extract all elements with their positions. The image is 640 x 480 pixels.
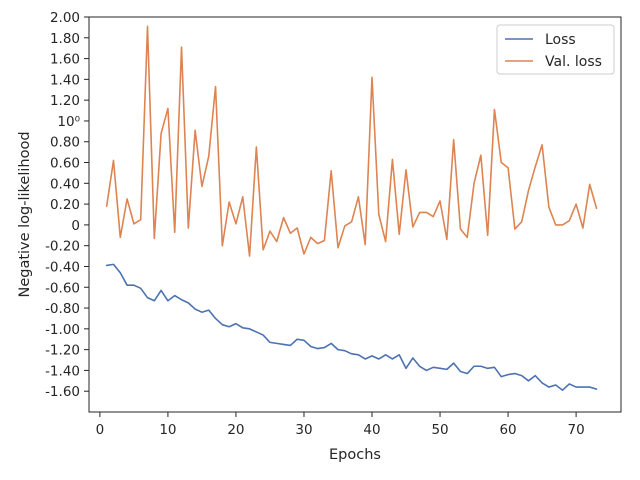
y-tick-label: 0.80 [50, 135, 80, 151]
y-tick-label: 1.20 [50, 93, 80, 109]
y-tick-label: 0.40 [50, 176, 80, 192]
x-tick-label: 30 [295, 422, 312, 438]
x-tick-label: 10 [159, 422, 176, 438]
x-tick-label: 40 [363, 422, 380, 438]
y-tick-label: -0.60 [45, 280, 80, 296]
y-tick-label: -0.20 [45, 239, 80, 255]
y-tick-label: 10⁰ [57, 114, 80, 130]
y-tick-label: -1.00 [45, 322, 80, 338]
y-tick-label: 1.40 [50, 72, 80, 88]
y-tick-label: 1.80 [50, 31, 80, 47]
x-axis-ticks: 0 10 20 30 40 50 60 70 [96, 412, 585, 438]
y-tick-label: -1.40 [45, 363, 80, 379]
y-tick-label: -1.60 [45, 384, 80, 400]
plot-lines [105, 25, 598, 391]
y-tick-label: -0.40 [45, 259, 80, 275]
y-tick-label: 2.00 [50, 10, 80, 26]
y-axis-ticks: 2.00 1.80 1.60 1.40 1.20 10⁰ 0.80 0.60 0.40 0.20 0… [45, 10, 89, 400]
y-tick-label: 0.60 [50, 156, 80, 172]
x-axis-label: Epochs [329, 447, 381, 463]
legend-label-loss: Loss [545, 32, 576, 48]
x-tick-label: 20 [227, 422, 244, 438]
y-tick-label: -1.20 [45, 343, 80, 359]
x-tick-label: 50 [431, 422, 448, 438]
y-axis-label: Negative log-likelihood [17, 131, 33, 297]
series-line-loss [105, 263, 598, 391]
x-tick-label: 60 [499, 422, 516, 438]
x-tick-label: 0 [96, 422, 105, 438]
y-tick-label: 1.60 [50, 52, 80, 68]
plot-frame [88, 16, 622, 413]
series-line-val-loss [105, 25, 598, 257]
y-tick-label: 0.20 [50, 197, 80, 213]
x-tick-label: 70 [568, 422, 585, 438]
y-tick-label: -0.80 [45, 301, 80, 317]
legend: Loss Val. loss [496, 24, 615, 75]
legend-label-val-loss: Val. loss [545, 54, 602, 70]
y-tick-label: 0 [71, 218, 80, 234]
